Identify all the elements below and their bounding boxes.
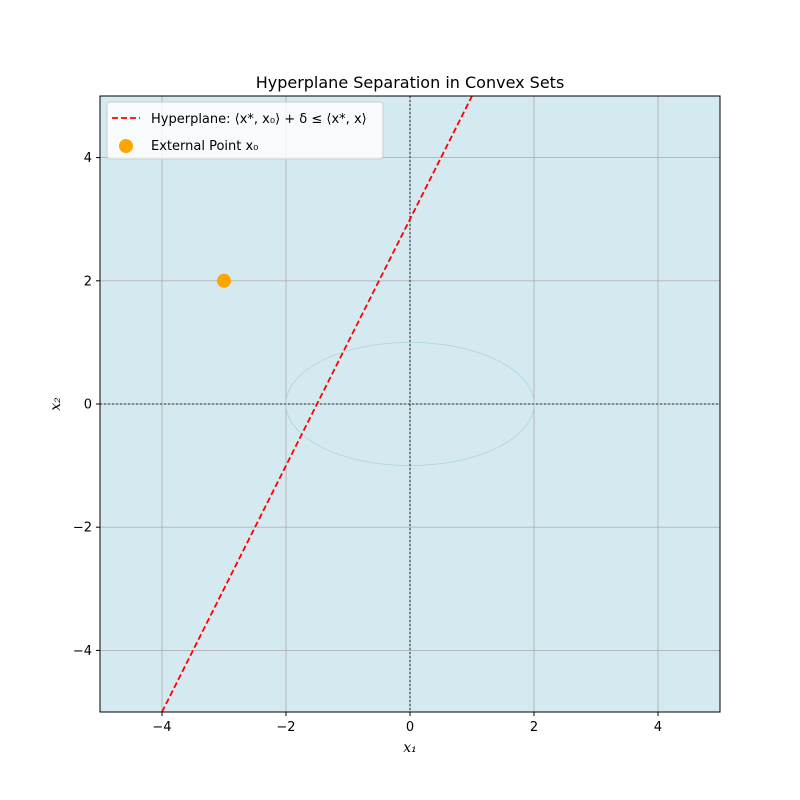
chart-title: Hyperplane Separation in Convex Sets — [256, 73, 565, 92]
y-axis-ticks: −4 −2 0 2 4 — [73, 151, 100, 659]
x-tick-label: −4 — [152, 720, 171, 735]
y-axis-label: x₂ — [48, 397, 64, 411]
x-tick-label: 2 — [530, 720, 538, 735]
x-tick-label: 4 — [654, 720, 662, 735]
x-axis-ticks: −4 −2 0 2 4 — [152, 712, 662, 735]
legend-point-swatch — [119, 139, 133, 153]
y-tick-label: −2 — [73, 521, 92, 536]
y-tick-label: −4 — [73, 644, 92, 659]
hyperplane-line — [161, 95, 473, 713]
x-tick-label: −2 — [276, 720, 295, 735]
legend-box — [106, 101, 384, 160]
x-tick-label: 0 — [406, 720, 414, 735]
legend-hyperplane-label: Hyperplane: ⟨x*, x₀⟩ + δ ≤ ⟨x*, x⟩ — [151, 112, 367, 127]
y-tick-label: 2 — [84, 274, 92, 289]
y-tick-label: 0 — [84, 398, 92, 413]
x-axis-label: x₁ — [403, 740, 417, 756]
external-point-marker — [217, 273, 231, 288]
reference-lines — [100, 96, 720, 712]
y-tick-label: 4 — [84, 151, 92, 166]
plot-area — [99, 95, 721, 713]
legend-point-label: External Point x₀ — [151, 139, 258, 154]
legend: Hyperplane: ⟨x*, x₀⟩ + δ ≤ ⟨x*, x⟩ Exter… — [106, 101, 384, 160]
